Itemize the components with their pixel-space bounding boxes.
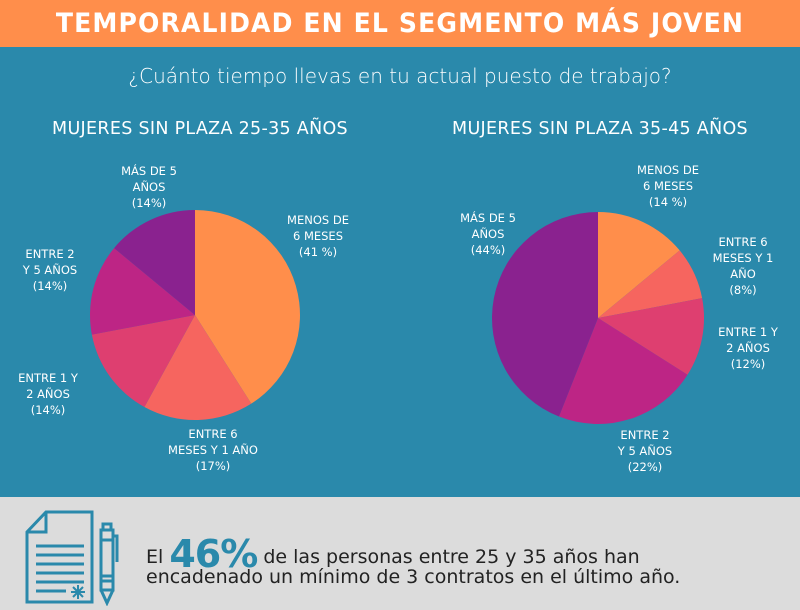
slice-label-line: 2 AÑOS [726,341,770,355]
pie-charts [89,210,705,424]
slice-label-line: AÑOS [132,180,166,194]
chart-title-25-35: MUJERES SIN PLAZA 25-35 AÑOS [52,119,348,139]
slice-label-line: (14 %) [648,195,688,209]
slice-label: ENTRE 6 MESES Y 1 AÑO (8%) [713,234,774,298]
slice-label-line: (12%) [730,357,766,371]
slice-label-line: AÑOS [471,227,505,241]
slice-label-line: MENOS DE [287,213,349,227]
pen-icon [99,522,119,606]
slice-label: MÁS DE 5 AÑOS (14%) [121,163,177,211]
slice-label-line: AÑO [730,267,756,281]
pie-slice-mas-de-5-anos [114,210,195,315]
slice-label: MENOS DE 6 MESES (14 %) [637,162,699,210]
pie-slice-entre-2-y-5-anos [89,248,195,335]
slice-label-line: Y 5 AÑOS [22,263,78,277]
slice-label-line: (14%) [30,403,66,417]
slice-label-line: 6 MESES [642,179,694,193]
slice-label-line: ENTRE 1 Y [18,371,78,385]
slice-label-line: (44%) [470,243,506,257]
slice-label-line: (14%) [131,196,167,210]
stat-text-line2: encadenado un mínimo de 3 contratos en e… [146,566,681,588]
pie-slice-mas-de-5-anos [491,212,598,417]
document-icon [25,510,94,604]
stat-line1-rest: de las personas entre 25 y 35 años han [263,546,640,568]
contract-document-pen-icon [25,510,119,606]
pie-slice-entre-6-meses-y-1-ano [598,250,703,318]
pie-slice-entre-1-y-2-anos [91,315,195,408]
slice-label-line: ENTRE 6 [188,427,238,441]
slice-label: ENTRE 6 MESES Y 1 AÑO (17%) [168,426,258,474]
slice-label-line: (8%) [729,283,757,297]
pie-slice-menos-de-6-meses [598,212,680,318]
slice-label-line: 2 AÑOS [26,387,70,401]
seal-icon [71,585,85,599]
slice-label-line: MESES Y 1 [712,251,774,265]
slice-label-line: (17%) [195,459,231,473]
survey-question: ¿Cuánto tiempo llevas en tu actual puest… [128,64,672,88]
slice-label: ENTRE 1 Y 2 AÑOS (12%) [718,324,778,372]
pie-slice-entre-1-y-2-anos [598,298,705,375]
stat-prefix: El [146,546,164,568]
slice-label-line: ENTRE 2 [25,247,75,261]
stat-value: 46% [169,532,258,576]
slice-label: MÁS DE 5 AÑOS (44%) [460,210,516,258]
slice-label-line: MÁS DE 5 [460,211,516,225]
slice-label-line: ENTRE 2 [620,428,670,442]
slice-label-line: MESES Y 1 AÑO [168,443,258,457]
footer-stat-panel [0,497,800,610]
slice-label: ENTRE 2 Y 5 AÑOS (22%) [618,427,672,475]
chart-title-35-45: MUJERES SIN PLAZA 35-45 AÑOS [452,119,748,139]
pie-chart-2 [491,212,705,424]
header-banner: TEMPORALIDAD EN EL SEGMENTO MÁS JOVEN [0,0,800,47]
pie-chart-1 [89,210,300,420]
slice-label-line: 6 MESES [292,229,344,243]
folded-corner [27,512,48,534]
slice-label-line: ENTRE 6 [718,235,768,249]
stat-text-line1: El 46% de las personas entre 25 y 35 año… [146,532,640,576]
slice-label-line: MENOS DE [637,163,699,177]
slice-label-line: MÁS DE 5 [121,164,177,178]
pie-slice-entre-2-y-5-anos [558,318,688,424]
page-title: TEMPORALIDAD EN EL SEGMENTO MÁS JOVEN [55,8,745,39]
slice-label: ENTRE 1 Y 2 AÑOS (14%) [18,370,78,418]
slice-label-line: (14%) [32,279,68,293]
slice-label-line: (22%) [627,460,663,474]
slice-label-line: (41 %) [298,245,338,259]
slice-label: ENTRE 2 Y 5 AÑOS (14%) [23,246,77,294]
pie-slice-entre-6-meses-y-1-ano [144,315,252,420]
slice-label: MENOS DE 6 MESES (41 %) [287,212,349,260]
slice-label-line: Y 5 AÑOS [617,444,673,458]
pie-slice-menos-de-6-meses [195,210,300,404]
slice-label-line: ENTRE 1 Y [718,325,778,339]
